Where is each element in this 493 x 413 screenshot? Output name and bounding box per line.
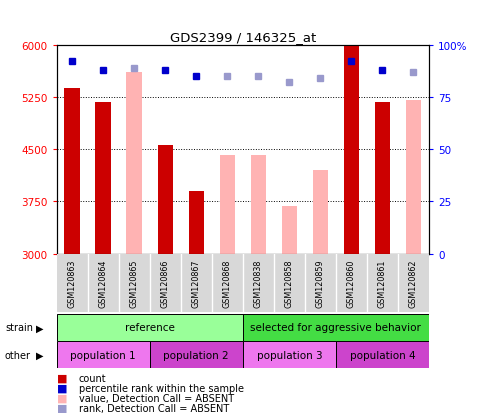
Text: count: count [79,373,106,383]
Text: ■: ■ [57,403,67,413]
FancyBboxPatch shape [57,314,243,341]
FancyBboxPatch shape [336,342,429,368]
Bar [250,155,266,254]
Text: percentile rank within the sample: percentile rank within the sample [79,383,244,393]
Text: ■: ■ [57,383,67,393]
Text: selected for aggressive behavior: selected for aggressive behavior [250,322,422,332]
Text: GSM120867: GSM120867 [192,259,201,307]
Text: population 3: population 3 [256,350,322,360]
Text: GSM120838: GSM120838 [254,259,263,307]
Text: reference: reference [125,322,175,332]
Text: ■: ■ [57,373,67,383]
Bar [219,155,235,254]
Text: GSM120862: GSM120862 [409,259,418,307]
Bar [313,171,328,254]
Bar [282,207,297,254]
Text: rank, Detection Call = ABSENT: rank, Detection Call = ABSENT [79,403,229,413]
Text: population 4: population 4 [350,350,415,360]
Text: ■: ■ [57,393,67,403]
FancyBboxPatch shape [243,314,429,341]
Text: population 1: population 1 [70,350,136,360]
Text: GSM120865: GSM120865 [130,259,139,307]
Text: GSM120866: GSM120866 [161,259,170,307]
Text: population 2: population 2 [164,350,229,360]
Text: GSM120858: GSM120858 [285,259,294,307]
Bar [375,102,390,254]
Text: GSM120863: GSM120863 [68,259,77,307]
Text: strain: strain [5,323,33,332]
Bar [188,191,204,254]
Text: GSM120861: GSM120861 [378,259,387,307]
Text: ▶: ▶ [35,323,43,332]
FancyBboxPatch shape [57,342,150,368]
Bar [127,73,142,254]
Bar [65,88,80,254]
FancyBboxPatch shape [150,342,243,368]
Text: other: other [5,350,31,360]
Title: GDS2399 / 146325_at: GDS2399 / 146325_at [170,31,316,44]
Text: ▶: ▶ [35,350,43,360]
Text: GSM120860: GSM120860 [347,259,356,307]
Bar [96,102,111,254]
Bar [406,101,421,254]
FancyBboxPatch shape [243,342,336,368]
Text: GSM120859: GSM120859 [316,259,325,307]
Bar [157,145,173,254]
Text: GSM120868: GSM120868 [223,259,232,307]
Text: value, Detection Call = ABSENT: value, Detection Call = ABSENT [79,393,234,403]
Text: GSM120864: GSM120864 [99,259,108,307]
Bar [344,45,359,254]
